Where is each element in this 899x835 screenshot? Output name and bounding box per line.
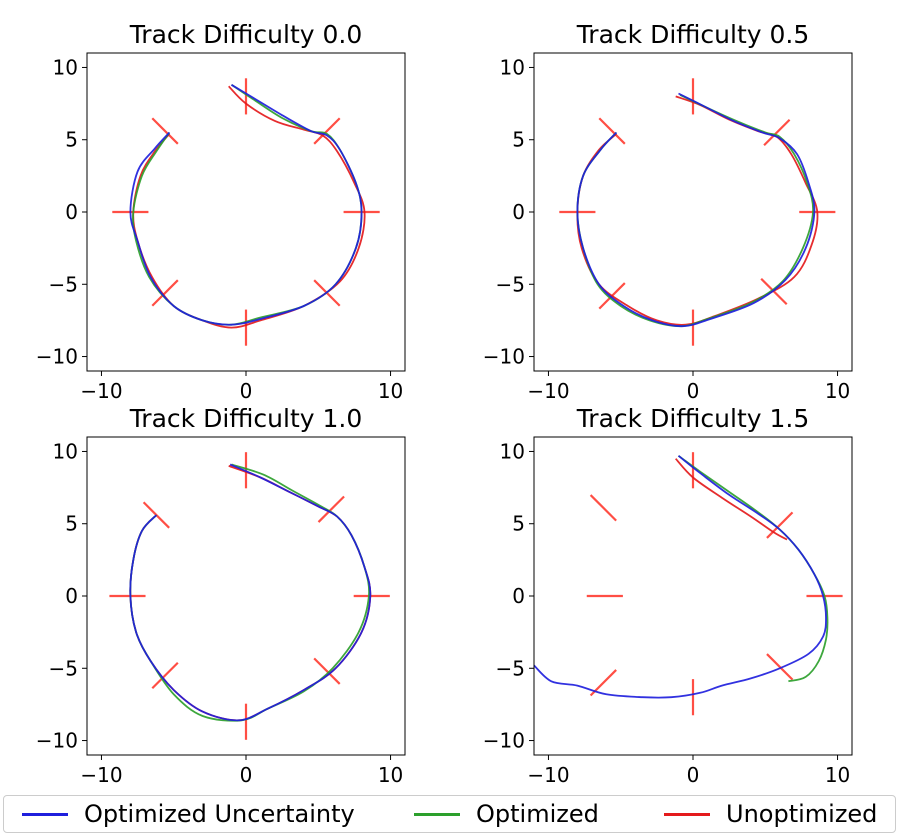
gate-4 [766, 653, 794, 681]
gate-2 [763, 118, 791, 147]
series-line-optimized-uncertainty [129, 84, 363, 326]
gate-4 [313, 657, 341, 685]
chart-panel-2: Track Difficulty 0.5 −10 0 10 −10 −5 0 5 10 [483, 20, 853, 403]
figure: Track Difficulty 0.0−10 0 10−10−50510Track… [36, 20, 853, 787]
chart-title: Track Difficulty 0.0 [129, 20, 363, 49]
plot-area [559, 78, 836, 346]
x-tick-label: 10 [378, 763, 403, 787]
y-tick-label: −10 [483, 345, 525, 369]
x-tick-label: 10 [378, 379, 403, 403]
gate-8 [589, 494, 617, 522]
series-line-optimized [132, 84, 363, 326]
plot-area [112, 78, 380, 346]
y-tick-label: 10 [500, 439, 525, 463]
y-tick-label: 10 [53, 55, 78, 79]
legend-swatch-optimized [414, 812, 460, 816]
y-tick-label: 0 [65, 584, 78, 608]
x-tick-label: 0 [687, 763, 700, 787]
y-tick-label: 5 [512, 512, 525, 536]
y-tick-label: −5 [496, 656, 525, 680]
x-tick-label: −10 [527, 763, 569, 787]
y-tick-label: 5 [65, 128, 78, 152]
y-tick-label: 0 [512, 584, 525, 608]
gate-6 [151, 661, 179, 690]
chart-panel-1: Track Difficulty 0.0 −10 0 10 −10 −5 0 5 10 [36, 20, 406, 403]
chart-title: Track Difficulty 1.5 [576, 404, 810, 433]
y-tick-label: 5 [65, 512, 78, 536]
legend-item-optimized: Optimized [414, 796, 599, 832]
gate-8 [151, 117, 179, 145]
y-tick-label: −5 [496, 272, 525, 296]
legend-label-unoptimized: Unoptimized [726, 800, 878, 828]
y-tick-label: 5 [512, 128, 525, 152]
y-tick-label: 10 [500, 55, 525, 79]
chart-title: Track Difficulty 0.5 [576, 20, 810, 49]
gate-8 [142, 501, 170, 529]
y-tick-label: −10 [36, 345, 78, 369]
y-tick-label: −10 [483, 729, 525, 753]
y-tick-label: 10 [53, 439, 78, 463]
chart-title: Track Difficulty 1.0 [129, 404, 363, 433]
legend-swatch-optimized-uncertainty [22, 812, 68, 816]
gate-2 [313, 117, 341, 145]
x-tick-label: −10 [527, 379, 569, 403]
series-line-optimized [576, 94, 814, 328]
series-line-unoptimized [675, 458, 788, 541]
chart-panel-3: Track Difficulty 1.0 −10 0 10 −10 −5 0 5 10 [36, 404, 406, 787]
legend-label-optimized: Optimized [476, 800, 599, 828]
legend-item-optimized-uncertainty: Optimized Uncertainty [22, 796, 355, 832]
legend-label-optimized-uncertainty: Optimized Uncertainty [84, 800, 355, 828]
series-line-unoptimized [576, 95, 819, 326]
plot-area [109, 452, 390, 740]
x-tick-label: −10 [80, 763, 122, 787]
x-tick-label: 0 [240, 763, 253, 787]
x-tick-label: 0 [240, 379, 253, 403]
chart-panel-4: Track Difficulty 1.5 −10 0 10 −10 −5 0 5 10 [483, 404, 853, 787]
legend-item-unoptimized: Unoptimized [664, 796, 877, 832]
plot-area [534, 452, 843, 716]
x-tick-label: −10 [80, 379, 122, 403]
legend: Optimized Uncertainty Optimized Unoptimi… [3, 795, 896, 833]
x-tick-label: 10 [825, 379, 850, 403]
y-tick-label: −5 [49, 272, 78, 296]
series-line-optimized [677, 455, 829, 683]
series-line-optimized-uncertainty [576, 92, 816, 328]
gate-6 [151, 279, 179, 307]
y-tick-label: −10 [36, 729, 78, 753]
legend-swatch-unoptimized [664, 812, 710, 816]
series-line-optimized-uncertainty [129, 463, 372, 722]
gate-2 [766, 511, 794, 539]
y-tick-label: 0 [65, 200, 78, 224]
gate-2 [317, 495, 345, 523]
y-tick-label: −5 [49, 656, 78, 680]
y-tick-label: 0 [512, 200, 525, 224]
x-tick-label: 10 [825, 763, 850, 787]
gate-8 [598, 117, 626, 145]
series-line-optimized-uncertainty [534, 455, 827, 699]
x-tick-label: 0 [687, 379, 700, 403]
